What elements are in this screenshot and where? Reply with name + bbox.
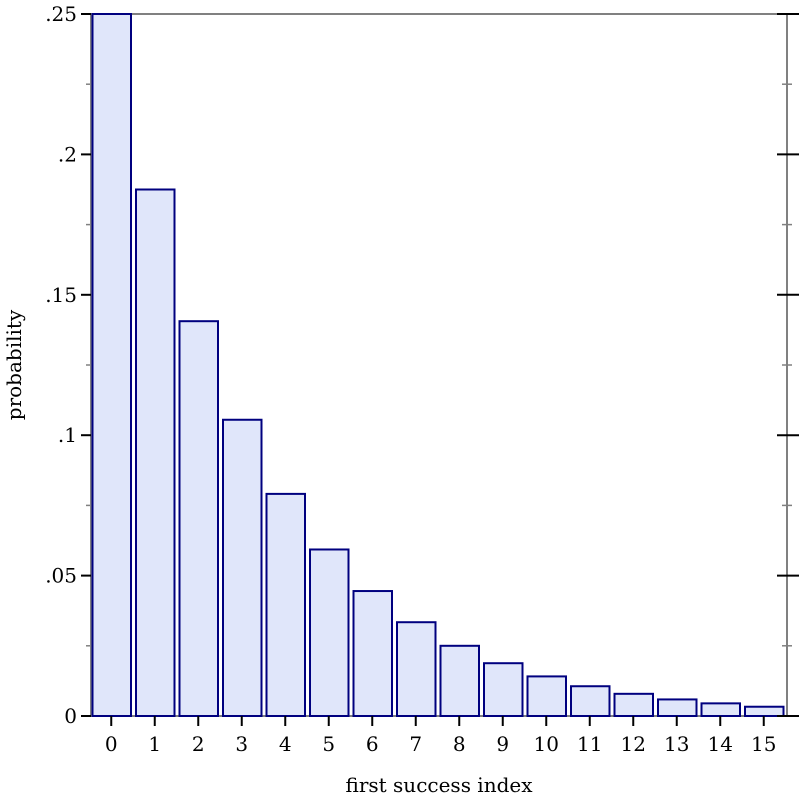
bar-11 [570,685,611,718]
x-tick-label: 1 [148,732,161,756]
y-tick-label: 0 [64,704,77,728]
y-axis-title: probability [2,309,26,420]
x-tick-label: 10 [534,732,559,756]
x-tick-label: 2 [192,732,205,756]
x-tick-label: 14 [708,732,733,756]
bar-14 [700,702,741,718]
x-tick-label: 11 [577,732,602,756]
bar-2 [178,320,219,717]
bar-12 [613,692,654,717]
bar-9 [483,662,524,717]
bar-0 [91,13,132,717]
y-tick-label: .15 [45,283,77,307]
x-tick-label: 13 [664,732,689,756]
x-axis-title: first success index [345,773,533,797]
y-tick-label: .1 [58,423,77,447]
x-tick-label: 0 [105,732,118,756]
y-tick-label: .25 [45,2,77,26]
x-tick-label: 9 [496,732,509,756]
bar-1 [135,188,176,717]
x-tick-label: 4 [279,732,292,756]
bars [91,13,785,718]
x-tick-label: 3 [235,732,248,756]
bar-3 [222,418,263,717]
x-tick-label: 12 [621,732,646,756]
y-tick-label: .05 [45,564,77,588]
bar-15 [744,705,785,717]
x-tick-label: 8 [453,732,466,756]
x-tick-label: 5 [322,732,335,756]
bar-10 [526,675,567,718]
x-tick-label: 6 [366,732,379,756]
y-axis: 0 .05 .1 .15 .2 .25 [45,2,799,728]
bar-6 [352,590,393,718]
bar-5 [309,548,350,717]
x-axis: 0 1 2 3 4 5 6 7 8 9 10 11 12 13 14 15 [105,715,799,756]
x-tick-label: 7 [409,732,422,756]
bar-4 [265,492,306,717]
x-tick-label: 15 [751,732,776,756]
y-tick-label: .2 [58,142,77,166]
bar-13 [657,698,698,717]
bar-7 [396,621,437,718]
bar-8 [439,644,480,717]
